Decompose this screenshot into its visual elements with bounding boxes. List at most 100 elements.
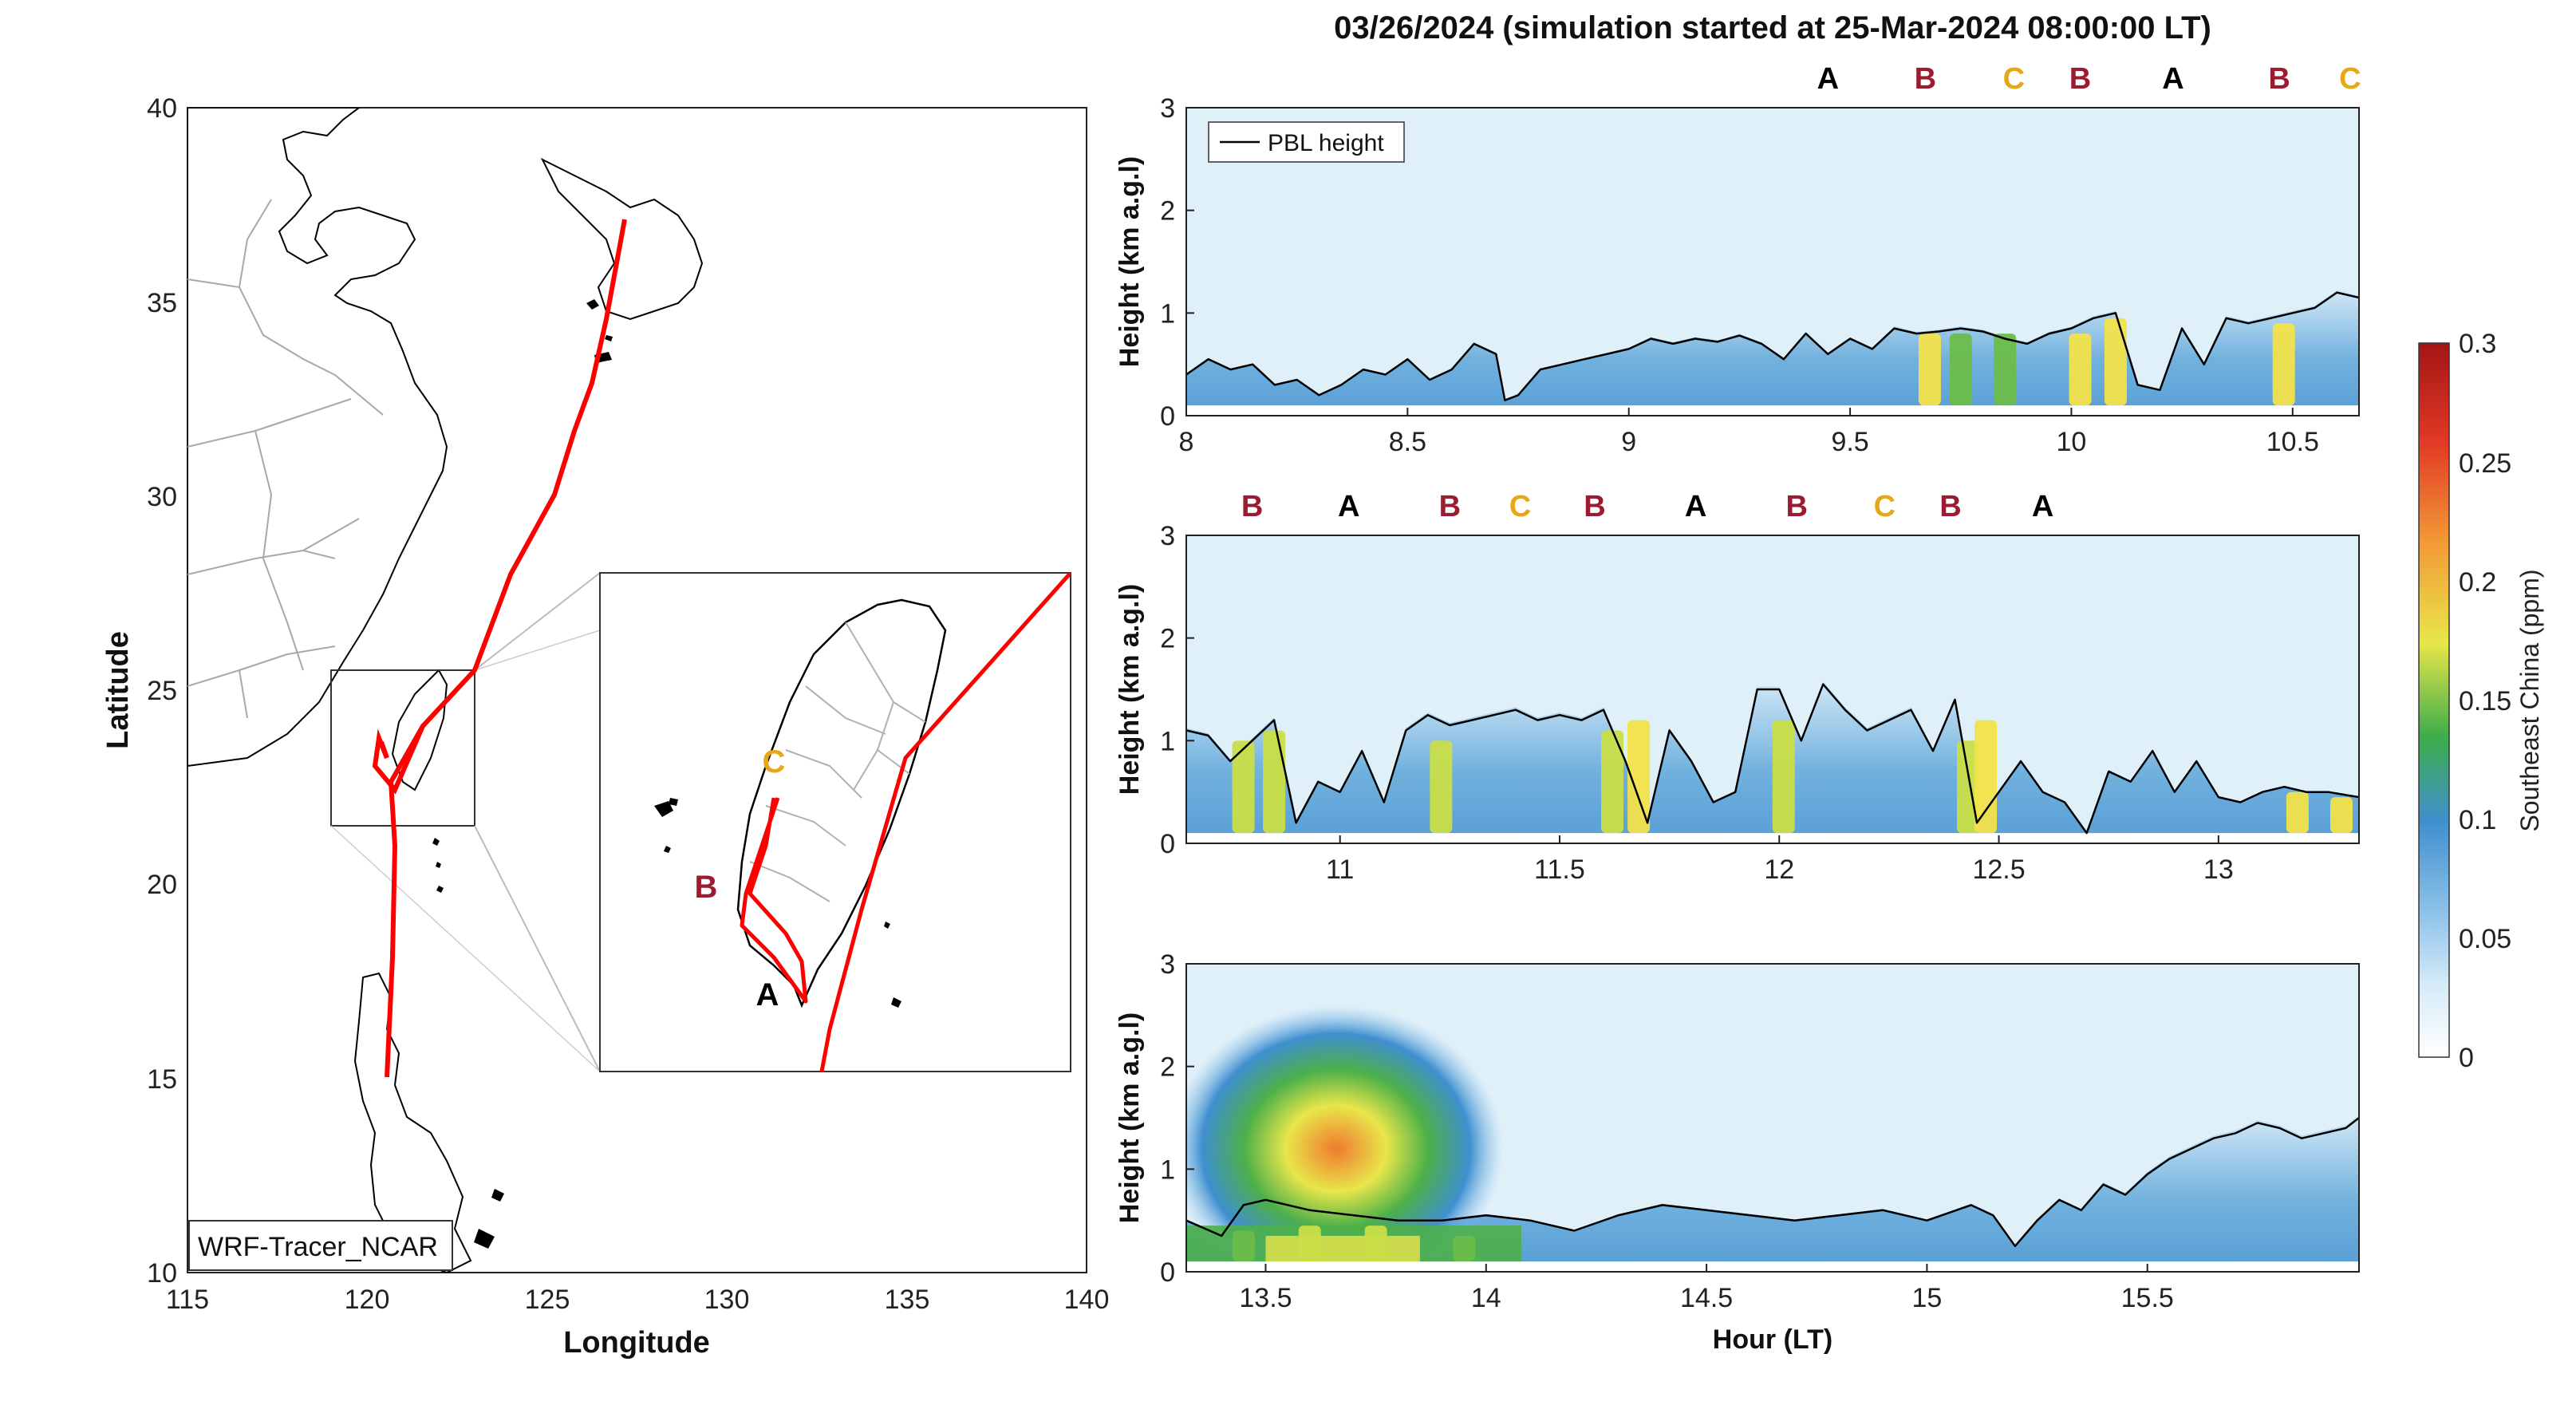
map-xtick: 130 [704, 1285, 750, 1315]
panel-plot-area [1186, 535, 2359, 843]
pbl-height-line [1186, 291, 2359, 401]
map-yticks: 10 15 20 25 30 35 40 [147, 93, 177, 1289]
colorbar-tick: 0 [2459, 1043, 2474, 1073]
x-tick-label: 15.5 [2121, 1283, 2174, 1313]
x-tick-label: 8 [1179, 427, 1194, 457]
y-tick-label: 1 [1160, 726, 1175, 756]
map-xtick: 115 [166, 1285, 209, 1315]
site-label: C [1509, 490, 1531, 523]
map-ytick: 35 [147, 288, 177, 318]
tracer-hotspot [2104, 318, 2127, 406]
map-xtick: 135 [885, 1285, 930, 1315]
colorbar-tick: 0.05 [2459, 924, 2511, 954]
inset-county-lines [749, 622, 926, 902]
y-tick-label: 0 [1160, 1257, 1175, 1288]
ground-strip [1186, 405, 2359, 416]
y-tick-label: 3 [1160, 521, 1175, 551]
tracer-hotspot [2069, 334, 2092, 406]
x-axis-label: Hour (LT) [1713, 1324, 1832, 1355]
tracer-hotspot [1232, 1230, 1255, 1262]
tracer-hotspot [1263, 730, 1286, 834]
panel-frame [1185, 963, 2360, 1273]
y-tick-label: 2 [1160, 624, 1175, 654]
pbl-height-line [1186, 1117, 2359, 1248]
site-label: B [1915, 62, 1936, 96]
site-label: B [2268, 62, 2290, 96]
y-axis-label: Height (km a.g.l) [1114, 156, 1145, 367]
site-label: B [1786, 490, 1808, 523]
colorbar-tick: 0.2 [2459, 567, 2496, 598]
inset-label-b: B [695, 870, 718, 905]
x-tick-label: 8.5 [1389, 427, 1426, 457]
map-inset-outline [330, 669, 475, 827]
map-ytick: 20 [147, 870, 177, 900]
tracer-hotspot [2329, 797, 2353, 834]
inset-track [819, 573, 1071, 1072]
x-tick-label: 12.5 [1972, 855, 2025, 885]
tracer-hotspot [1232, 740, 1255, 834]
flight-track-taiwan [372, 724, 425, 795]
site-label: A [1817, 62, 1839, 96]
map-xtick: 125 [525, 1285, 570, 1315]
site-label: C [2339, 62, 2361, 96]
tracer-hotspot [1974, 720, 1998, 834]
province-boundaries [187, 199, 384, 719]
y-axis-label: Height (km a.g.l) [1114, 584, 1145, 795]
tracer-plume [1186, 1004, 1504, 1272]
map-xtick: 140 [1064, 1285, 1110, 1315]
colorbar-gradient [2418, 342, 2450, 1058]
panel-frame [1185, 107, 2360, 416]
inset-track-west [740, 797, 808, 1004]
x-tick-label: 10.5 [2266, 427, 2319, 457]
y-tick-label: 3 [1160, 949, 1175, 980]
site-label: A [2162, 62, 2183, 96]
site-label: B [2069, 62, 2091, 96]
y-axis-label: Height (km a.g.l) [1114, 1012, 1145, 1223]
colorbar-tick: 0.15 [2459, 686, 2511, 716]
x-tick-label: 12 [1764, 855, 1794, 885]
map-basemap [187, 108, 704, 1273]
site-label: C [2003, 62, 2025, 96]
tracer-band [1186, 290, 2359, 416]
map-xticks: 115 120 125 130 135 140 [166, 1285, 1109, 1315]
x-tick-label: 10 [2057, 427, 2087, 457]
map-ylabel: Latitude [101, 631, 135, 749]
map-ytick: 30 [147, 482, 177, 512]
tracer-hotspot [2272, 323, 2295, 406]
y-tick-label: 3 [1160, 93, 1175, 124]
y-tick-label: 1 [1160, 1154, 1175, 1185]
map-ytick: 10 [147, 1258, 177, 1289]
site-label: A [1685, 490, 1706, 523]
y-tick-label: 0 [1160, 829, 1175, 859]
figure-title: 03/26/2024 (simulation started at 25-Mar… [1334, 10, 2211, 45]
pbl-height-line [1186, 683, 2359, 835]
korea-islands [586, 299, 613, 363]
site-label: B [1241, 490, 1263, 523]
colorbar-tick: 0.1 [2459, 805, 2496, 835]
x-tick-label: 13.5 [1239, 1283, 1292, 1313]
map-xlabel: Longitude [563, 1326, 710, 1360]
inset-label-a: A [756, 977, 779, 1012]
flight-track [385, 219, 627, 1078]
x-tick-label: 13 [2203, 855, 2234, 885]
x-tick-label: 11.5 [1534, 855, 1585, 885]
site-label: B [1439, 490, 1461, 523]
map-xtick: 120 [345, 1285, 390, 1315]
tracer-hotspot [1601, 730, 1624, 834]
philippines-coastline [353, 972, 472, 1273]
colorbar: 0 0.05 0.1 0.15 0.2 0.25 0.3 Southeast C… [2418, 329, 2544, 1073]
tracer-hotspot [1430, 740, 1453, 834]
map-ytick: 15 [147, 1064, 177, 1095]
site-label: A [1338, 490, 1359, 523]
site-label: C [1874, 490, 1896, 523]
x-tick-label: 9 [1621, 427, 1636, 457]
tracer-hotspot [1772, 720, 1795, 834]
colorbar-label: Southeast China (ppm) [2515, 569, 2544, 831]
map-ytick: 25 [147, 676, 177, 706]
tracer-hotspot [1453, 1235, 1476, 1262]
panel-plot-area [1186, 964, 2359, 1272]
x-tick-label: 15 [1912, 1283, 1943, 1313]
map-ytick: 40 [147, 93, 177, 124]
model-label-box [188, 1220, 453, 1271]
